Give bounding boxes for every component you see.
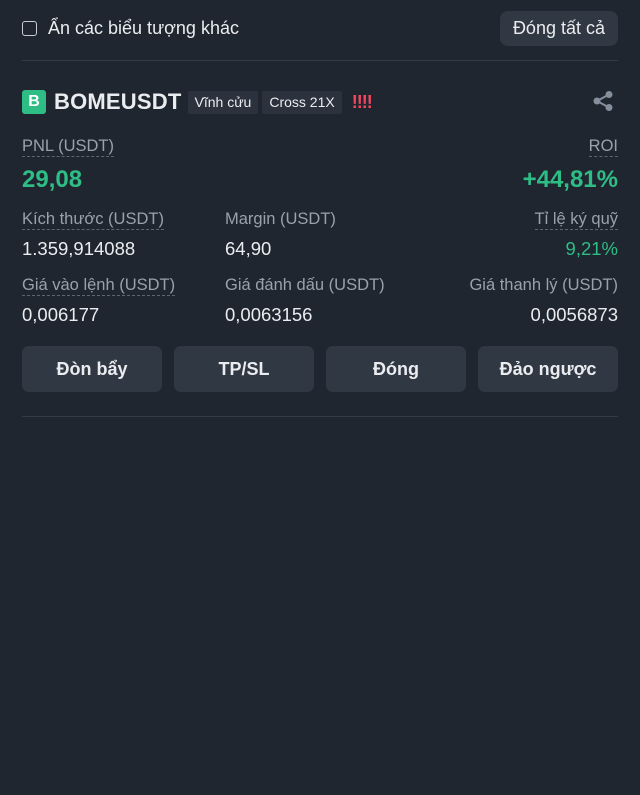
entry-price-label-text: Giá vào lệnh (USDT) (22, 276, 176, 296)
header-divider (22, 60, 618, 61)
share-icon[interactable] (592, 90, 614, 112)
position-actions: Đòn bẩy TP/SL Đóng Đảo ngược (22, 346, 618, 392)
margin-ratio-label-text: Tỉ lệ ký quỹ (534, 210, 618, 230)
hide-other-symbols-label: Ẩn các biểu tượng khác (48, 18, 239, 38)
pnl-label: PNL (USDT) (22, 137, 114, 157)
positions-header: Ẩn các biểu tượng khác Đóng tất cả (0, 0, 640, 60)
checkbox-icon[interactable] (22, 21, 37, 36)
close-position-button[interactable]: Đóng (326, 346, 466, 392)
size-label: Kích thước (USDT) (22, 210, 164, 230)
entry-price-label: Giá vào lệnh (USDT) (22, 276, 176, 296)
margin-ratio-value: 9,21% (565, 238, 618, 259)
pnl-value: 29,08 (22, 166, 83, 193)
position-title-row: B BOMEUSDT Vĩnh cửu Cross 21X !!!! (22, 89, 373, 115)
mark-price-label: Giá đánh dấu (USDT) (225, 276, 385, 294)
entry-price-value: 0,006177 (22, 304, 100, 325)
close-all-button[interactable]: Đóng tất cả (499, 11, 618, 46)
size-label-text: Kích thước (USDT) (22, 210, 164, 230)
liq-price-label: Giá thanh lý (USDT) (469, 276, 618, 294)
hide-other-symbols-toggle[interactable]: Ẩn các biểu tượng khác (22, 18, 239, 39)
liq-price-value: 0,0056873 (530, 304, 618, 325)
reverse-position-button[interactable]: Đảo ngược (478, 346, 618, 392)
leverage-button[interactable]: Đòn bẩy (22, 346, 162, 392)
side-badge: B (22, 90, 46, 114)
roi-label-text: ROI (588, 137, 618, 157)
margin-ratio-label: Tỉ lệ ký quỹ (534, 210, 618, 230)
tpsl-button[interactable]: TP/SL (174, 346, 314, 392)
margin-mode-tag[interactable]: Cross 21X (262, 90, 342, 114)
position-divider (22, 416, 618, 417)
roi-value: +44,81% (522, 166, 618, 193)
size-value: 1.359,914088 (22, 238, 136, 259)
mark-price-value: 0,0063156 (225, 304, 313, 325)
contract-type-tag: Vĩnh cửu (187, 90, 259, 114)
roi-label: ROI (588, 137, 618, 157)
symbol-name[interactable]: BOMEUSDT (54, 89, 182, 114)
margin-label: Margin (USDT) (225, 210, 336, 228)
risk-indicator-icon: !!!! (351, 91, 373, 112)
margin-value: 64,90 (225, 238, 272, 259)
pnl-label-text: PNL (USDT) (22, 137, 114, 157)
